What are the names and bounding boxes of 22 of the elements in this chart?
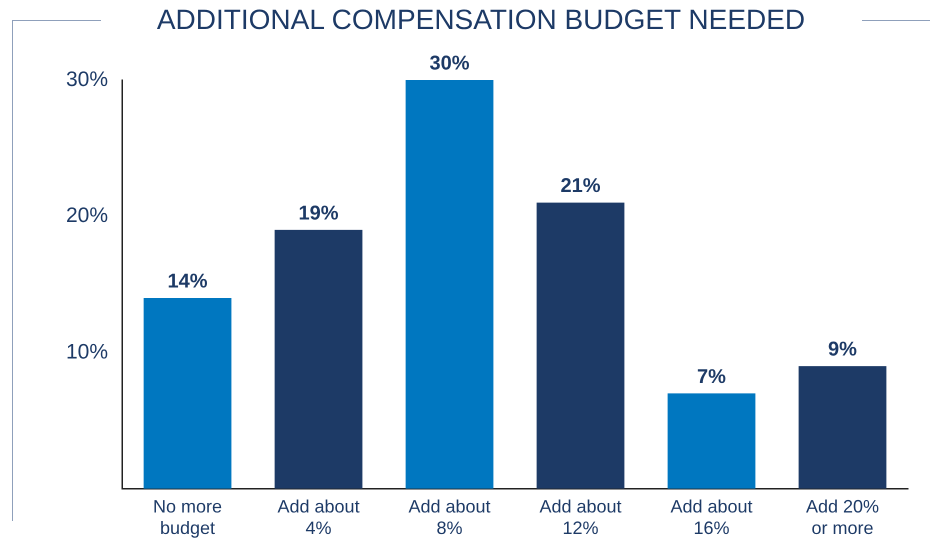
y-tick-label: 20% [66, 204, 108, 228]
data-label: 9% [828, 338, 858, 361]
x-tick-label: Add about 8% [408, 496, 491, 538]
data-label: 19% [298, 202, 339, 224]
data-label: 14% [168, 270, 208, 293]
bar [536, 202, 624, 489]
x-tick-label: No more budget [153, 496, 222, 538]
bar [144, 298, 232, 489]
bar [668, 393, 756, 489]
data-label: 21% [560, 175, 601, 198]
x-tick-label: Add 20% or more [806, 496, 880, 538]
chart-title: ADDITIONAL COMPENSATION BUDGET NEEDED [156, 4, 806, 36]
bar [406, 80, 494, 489]
data-label: 7% [697, 366, 726, 388]
x-tick-label: Add about 16% [670, 496, 753, 538]
x-tick-label: Add about 12% [539, 496, 622, 538]
x-tick-label: Add about 4% [277, 496, 360, 538]
bar [798, 366, 886, 489]
data-label: 30% [430, 52, 470, 75]
y-tick-label: 30% [66, 68, 108, 91]
bar [274, 230, 362, 489]
y-tick-label: 10% [66, 340, 108, 364]
